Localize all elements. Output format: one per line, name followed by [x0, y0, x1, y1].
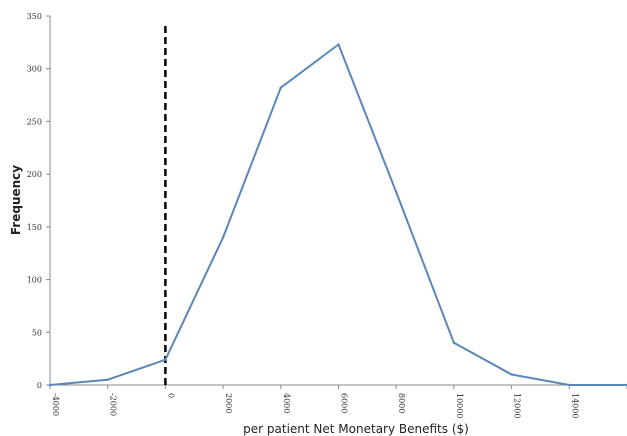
y-axis-title: Frequency: [9, 165, 23, 235]
data-point: [221, 236, 225, 239]
x-tick-label: 10000: [455, 393, 464, 418]
plot-area: 0 50 100 150 200 250 300 350 -4000 -2000 0 2000 4000…: [27, 12, 627, 418]
y-tick-label: 200: [27, 170, 42, 179]
x-tick-label: 14000: [570, 393, 579, 418]
data-point: [452, 341, 456, 345]
y-tick-label: 100: [27, 276, 42, 285]
data-point: [395, 190, 398, 194]
data-point: [48, 383, 52, 387]
frequency-series-line: [49, 43, 627, 386]
data-point: [510, 373, 513, 376]
x-tick-label: -2000: [109, 393, 118, 416]
x-axis-title: per patient Net Monetary Benefits ($): [243, 422, 469, 436]
data-point: [279, 86, 282, 89]
x-tick-label: 12000: [513, 393, 522, 418]
y-tick-label: 250: [27, 117, 42, 126]
x-tick-label: 2000: [224, 393, 233, 413]
y-tick-label: 50: [32, 328, 42, 337]
y-tick-label: 300: [27, 65, 42, 74]
x-tick-label: 8000: [397, 393, 406, 413]
data-point: [337, 43, 340, 46]
x-tick-label: 6000: [340, 393, 349, 413]
data-point: [164, 358, 167, 361]
y-tick-label: 350: [27, 12, 42, 21]
y-tick-label: 150: [27, 223, 42, 232]
x-tick-label: -4000: [51, 393, 60, 416]
data-point: [568, 383, 571, 387]
data-point: [106, 378, 109, 381]
x-tick-label: 4000: [282, 393, 291, 413]
x-tick-label: 0: [166, 393, 175, 398]
y-tick-label: 0: [37, 381, 42, 390]
